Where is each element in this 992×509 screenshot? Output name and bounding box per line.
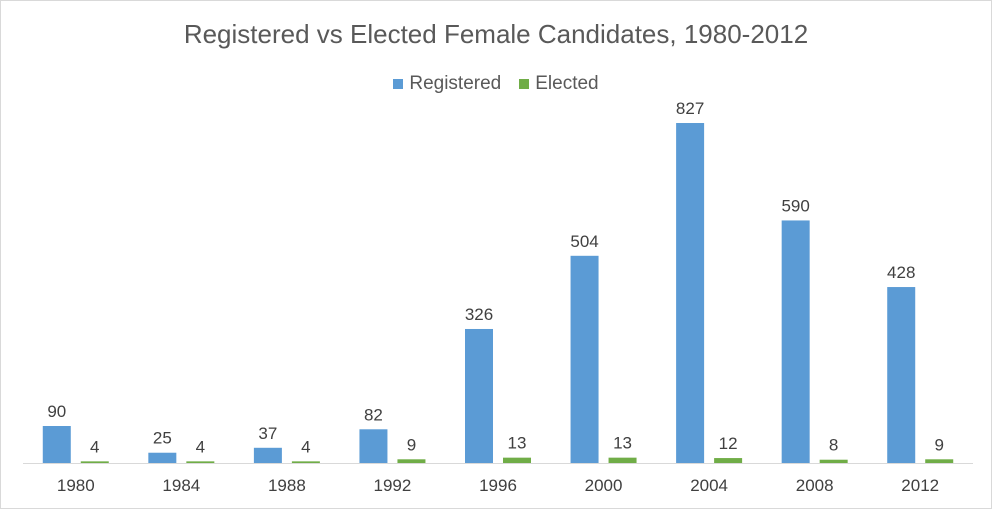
data-label-registered-2000: 504 bbox=[570, 232, 598, 251]
data-label-elected-1980: 4 bbox=[90, 437, 99, 456]
x-tick-label-1992: 1992 bbox=[374, 476, 412, 495]
legend-swatch-elected bbox=[519, 79, 530, 89]
bar-elected-2012 bbox=[925, 459, 954, 463]
data-label-elected-1992: 9 bbox=[407, 435, 416, 454]
data-label-registered-1992: 82 bbox=[364, 405, 383, 424]
chart-legend: Registered Elected bbox=[1, 73, 991, 95]
x-tick-label-1996: 1996 bbox=[479, 476, 517, 495]
x-tick-label-1984: 1984 bbox=[162, 476, 200, 495]
data-label-elected-2008: 8 bbox=[829, 436, 838, 455]
bar-registered-2004 bbox=[676, 123, 705, 463]
legend-label-registered: Registered bbox=[409, 73, 502, 94]
bar-elected-2000 bbox=[608, 457, 637, 463]
bar-registered-1992 bbox=[359, 429, 388, 463]
x-tick-label-2000: 2000 bbox=[585, 476, 623, 495]
data-label-registered-1988: 37 bbox=[258, 424, 277, 443]
legend-label-elected: Elected bbox=[535, 73, 599, 94]
bar-registered-1980 bbox=[42, 426, 71, 463]
data-label-elected-1988: 4 bbox=[301, 437, 310, 456]
x-tick-label-1980: 1980 bbox=[57, 476, 95, 495]
data-label-registered-1980: 90 bbox=[47, 402, 66, 421]
data-label-elected-1996: 13 bbox=[508, 434, 527, 453]
bar-registered-2000 bbox=[570, 255, 599, 463]
x-tick-label-1988: 1988 bbox=[268, 476, 306, 495]
bar-elected-1984 bbox=[186, 461, 215, 463]
bar-elected-1988 bbox=[291, 461, 320, 463]
bar-elected-1980 bbox=[80, 461, 109, 463]
data-label-registered-1996: 326 bbox=[465, 305, 493, 324]
data-label-elected-2004: 12 bbox=[719, 434, 738, 453]
legend-swatch-registered bbox=[393, 79, 404, 89]
bar-elected-2008 bbox=[819, 459, 848, 463]
x-tick-label-2008: 2008 bbox=[796, 476, 834, 495]
bar-elected-1992 bbox=[397, 459, 426, 463]
data-label-registered-1984: 25 bbox=[153, 429, 172, 448]
data-label-elected-2012: 9 bbox=[934, 435, 943, 454]
x-tick-label-2004: 2004 bbox=[690, 476, 728, 495]
data-label-elected-2000: 13 bbox=[613, 434, 632, 453]
legend-item-registered: Registered bbox=[393, 73, 501, 95]
bar-registered-2012 bbox=[887, 287, 916, 463]
legend-item-elected: Elected bbox=[519, 73, 599, 95]
data-label-registered-2008: 590 bbox=[781, 196, 809, 215]
bar-registered-2008 bbox=[781, 220, 810, 463]
bar-elected-2004 bbox=[714, 458, 743, 463]
bar-elected-1996 bbox=[503, 457, 531, 463]
data-label-elected-1984: 4 bbox=[196, 437, 205, 456]
chart-title: Registered vs Elected Female Candidates,… bbox=[183, 19, 809, 49]
x-tick-label-2012: 2012 bbox=[901, 476, 939, 495]
data-label-registered-2012: 428 bbox=[887, 263, 915, 282]
bar-registered-1984 bbox=[148, 452, 177, 463]
bar-registered-1996 bbox=[465, 328, 493, 463]
data-label-registered-2004: 827 bbox=[676, 99, 704, 118]
bar-registered-1988 bbox=[253, 447, 282, 463]
